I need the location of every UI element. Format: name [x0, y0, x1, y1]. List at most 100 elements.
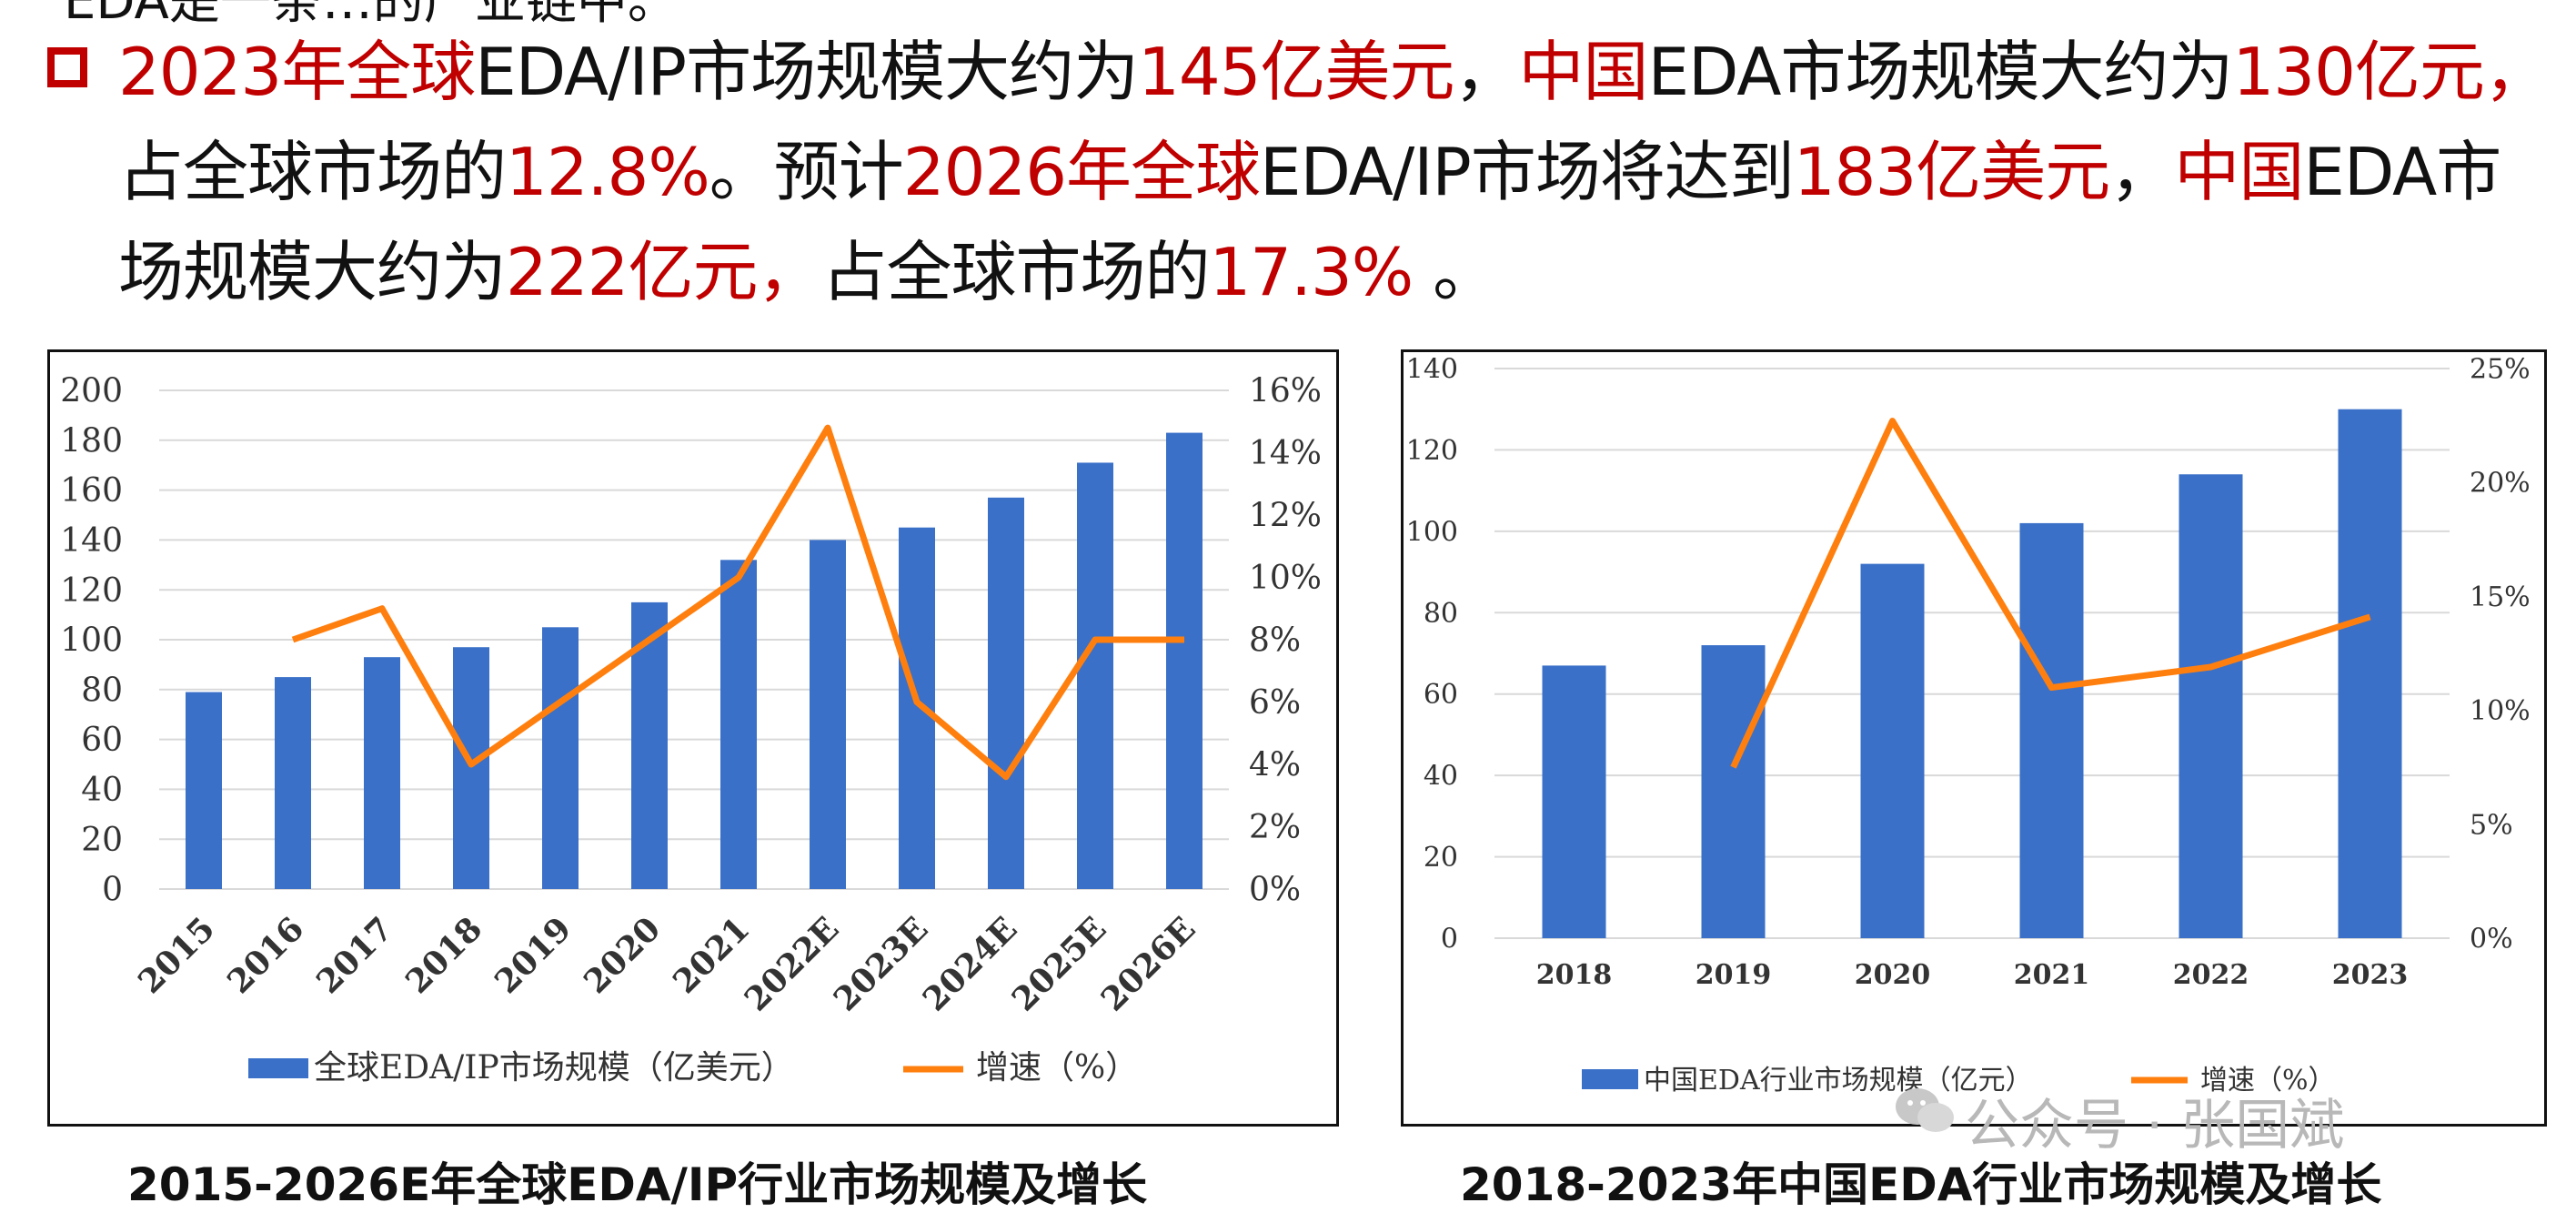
- bar: [810, 540, 846, 889]
- headline-segment: 12.8%: [506, 134, 710, 210]
- x-tick-label: 2022E: [737, 910, 846, 1019]
- y-tick-label: 20: [1424, 842, 1458, 874]
- headline-segment: EDA/IP市场将达到: [1260, 134, 1795, 210]
- y-tick-label: 200: [60, 373, 123, 410]
- cropped-top-text: EDA是一条…的产业链中。: [64, 0, 679, 31]
- watermark-text: 公众号 · 张国斌: [1965, 1094, 2345, 1157]
- legend-bar-swatch: [248, 1058, 308, 1078]
- y2-tick-label: 5%: [2470, 809, 2513, 841]
- headline-segment: EDA市场规模大约为: [118, 134, 2501, 310]
- x-tick-label: 2017: [309, 910, 401, 1002]
- bar: [1077, 462, 1113, 889]
- bar: [1860, 563, 1925, 938]
- x-tick-label: 2026E: [1093, 910, 1202, 1019]
- y2-tick-label: 2%: [1249, 809, 1301, 846]
- x-tick-label: 2020: [577, 910, 669, 1002]
- y2-tick-label: 0%: [2470, 924, 2513, 955]
- headline-segment: 2023年全球: [118, 34, 476, 110]
- y2-tick-label: 20%: [2470, 468, 2531, 500]
- headline-segment: ，: [1454, 34, 1520, 110]
- headline-paragraph: 2023年全球EDA/IP市场规模大约为145亿美元，中国EDA市场规模大约为1…: [118, 22, 2556, 322]
- y2-tick-label: 14%: [1249, 435, 1322, 472]
- growth-line: [1730, 418, 2371, 769]
- bullet-square-icon: [47, 47, 87, 87]
- headline-segment: 17.3%: [1209, 234, 1414, 310]
- y2-tick-label: 10%: [1249, 560, 1322, 597]
- legend-bar-label: 中国EDA行业市场规模（亿元）: [1644, 1065, 2033, 1097]
- bar: [542, 627, 579, 889]
- global-chart-frame: 0 20 40 60 80 100 120 140 160 180 200 0% 2% 4% 6% 8% 10%…: [47, 349, 1339, 1127]
- headline-segment: 。预计: [709, 134, 904, 210]
- headline-segment: 占全球市场的: [118, 134, 507, 210]
- china-eda-chart: 0 20 40 60 80 100 120 140 0% 5% 10% 15% 20% 25% 2018 20…: [1406, 354, 2531, 1097]
- y-tick-label: 0: [102, 872, 123, 909]
- headline-segment: 2026年全球: [902, 134, 1261, 210]
- y2-tick-label: 16%: [1249, 373, 1322, 410]
- headline-segment: 占全球市场的: [821, 234, 1210, 310]
- y-tick-label: 0: [1441, 924, 1458, 955]
- bar: [453, 647, 489, 889]
- y-tick-label: 100: [1406, 516, 1458, 548]
- y-tick-label: 180: [60, 422, 123, 460]
- y2-tick-label: 8%: [1249, 622, 1301, 660]
- x-tick-label: 2018: [398, 910, 490, 1002]
- y-tick-label: 100: [60, 622, 123, 660]
- y-tick-label: 140: [60, 522, 123, 560]
- x-tick-label: 2023E: [826, 910, 935, 1019]
- x-tick-label: 2020: [1855, 959, 1931, 991]
- china-chart-caption: 2018-2023年中国EDA行业市场规模及增长: [1460, 1158, 2382, 1211]
- y-tick-label: 40: [1424, 761, 1458, 793]
- legend-bar-swatch: [1582, 1069, 1638, 1089]
- y2-tick-label: 0%: [1249, 872, 1301, 909]
- global-chart-caption: 2015-2026E年全球EDA/IP行业市场规模及增长: [127, 1158, 1148, 1211]
- x-tick-label: 2023: [2332, 959, 2409, 991]
- legend-line-label: 增速（%）: [2200, 1065, 2336, 1097]
- headline-segment: 130亿元，: [2232, 34, 2550, 110]
- x-tick-label: 2024E: [915, 910, 1024, 1019]
- y2-tick-label: 12%: [1249, 498, 1322, 535]
- bar: [2179, 474, 2243, 938]
- y2-tick-label: 25%: [2470, 354, 2531, 386]
- y-tick-label: 140: [1406, 354, 1458, 386]
- y-tick-label: 120: [1406, 435, 1458, 467]
- bar: [2338, 409, 2402, 938]
- headline-segment: 中国: [2174, 134, 2304, 210]
- bar: [1701, 645, 1766, 938]
- growth-line: [291, 424, 1184, 781]
- headline-segment: 145亿美元: [1138, 34, 1454, 110]
- y2-tick-label: 6%: [1249, 684, 1301, 722]
- x-tick-label: 2021: [2014, 959, 2090, 991]
- wechat-icon: [1896, 1088, 1954, 1132]
- headline-segment: EDA/IP市场规模大约为: [475, 34, 1139, 110]
- y-tick-label: 40: [81, 772, 123, 809]
- bar: [364, 657, 400, 889]
- y2-tick-label: 10%: [2470, 695, 2531, 727]
- y-tick-label: 80: [81, 672, 123, 709]
- y2-tick-label: 15%: [2470, 581, 2531, 613]
- y-tick-label: 160: [60, 472, 123, 510]
- y-tick-label: 120: [60, 572, 123, 610]
- headline-segment: ，: [2109, 134, 2175, 210]
- x-tick-label: 2019: [488, 910, 579, 1002]
- headline-segment: EDA市场规模大约为: [1647, 34, 2234, 110]
- bar: [275, 677, 311, 889]
- y-tick-label: 80: [1424, 598, 1458, 630]
- x-tick-label: 2025E: [1004, 910, 1113, 1019]
- global-eda-chart: 0 20 40 60 80 100 120 140 160 180 200 0% 2% 4% 6% 8% 10%…: [60, 373, 1322, 1087]
- bar: [1542, 665, 1606, 938]
- bar: [988, 497, 1024, 889]
- bar: [899, 527, 935, 889]
- y-tick-label: 60: [1424, 679, 1458, 711]
- x-tick-label: 2022: [2173, 959, 2249, 991]
- y-tick-label: 60: [81, 722, 123, 759]
- headline-segment: 222亿元，: [506, 234, 822, 310]
- headline-segment: 183亿美元: [1793, 134, 2110, 210]
- headline-segment: 中国: [1518, 34, 1649, 110]
- china-chart-frame: 0 20 40 60 80 100 120 140 0% 5% 10% 15% 20% 25% 2018 20…: [1401, 349, 2547, 1127]
- x-tick-label: 2018: [1536, 959, 1613, 991]
- bar: [720, 560, 757, 889]
- legend-bar-label: 全球EDA/IP市场规模（亿美元）: [314, 1049, 794, 1087]
- x-tick-label: 2015: [131, 910, 223, 1002]
- x-tick-label: 2019: [1696, 959, 1772, 991]
- y-tick-label: 20: [81, 822, 123, 859]
